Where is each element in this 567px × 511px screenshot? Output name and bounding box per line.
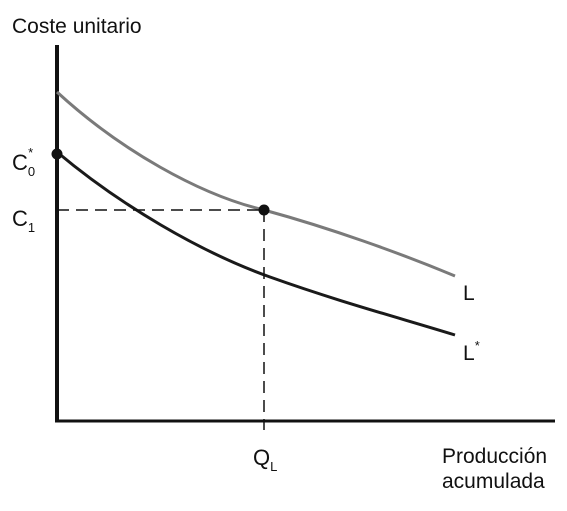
y-axis-title: Coste unitario [12,15,142,38]
point-c0-star [51,148,63,160]
y-tick-c0-star: C0* [12,145,35,179]
curve-L-star [56,150,456,337]
point-ql-c1 [258,204,270,216]
x-axis-title-line2: acumulada [442,470,545,493]
y-tick-c1: C1 [12,206,35,235]
series-label-L-star: L* [463,338,480,365]
curve-L [55,90,456,278]
x-axis-title-line1: Producción [442,445,547,468]
series-label-L: L [463,282,475,305]
x-tick-ql: QL [253,445,277,474]
